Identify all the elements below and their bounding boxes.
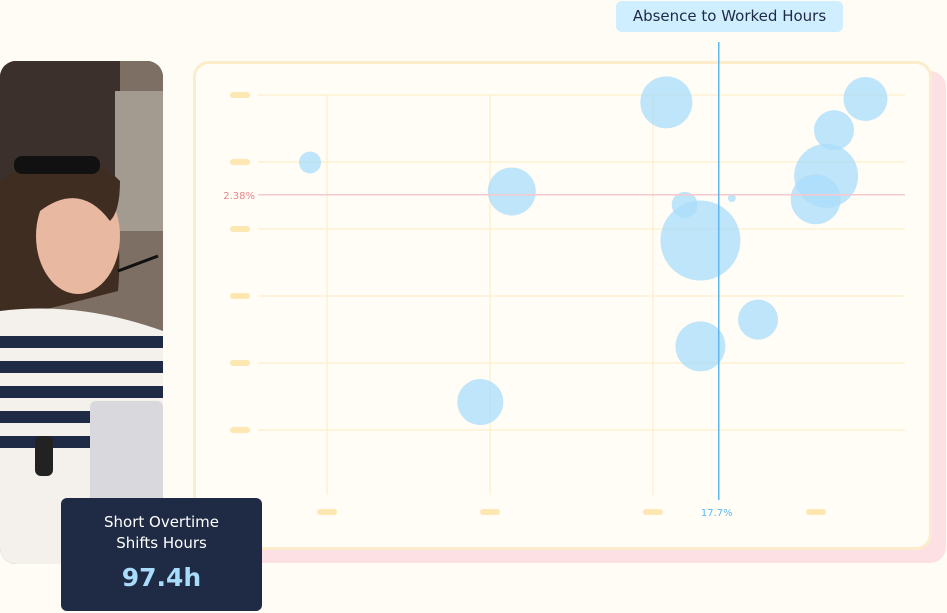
y-tick-mark bbox=[230, 293, 250, 299]
bubble-point bbox=[727, 194, 736, 203]
bubble-point bbox=[794, 143, 859, 208]
chart-bubbles bbox=[299, 76, 888, 426]
bubble-point bbox=[675, 321, 726, 372]
stat-label-line2: Shifts Hours bbox=[116, 534, 207, 552]
stat-value: 97.4h bbox=[121, 563, 202, 592]
x-tick-mark bbox=[806, 509, 826, 515]
person-illustration bbox=[0, 61, 163, 564]
stat-card-short-overtime: Short Overtime Shifts Hours 97.4h bbox=[61, 498, 262, 611]
y-tick-mark bbox=[230, 159, 250, 165]
stat-label-line1: Short Overtime bbox=[104, 513, 219, 531]
person-photo bbox=[0, 61, 163, 564]
chart-card bbox=[193, 61, 932, 550]
tooltip-absence-to-worked-hours: Absence to Worked Hours bbox=[616, 1, 843, 32]
x-highlight-label: 17.7% bbox=[701, 508, 733, 519]
bubble-point bbox=[814, 110, 855, 151]
x-tick-mark bbox=[480, 509, 500, 515]
chart-grid bbox=[258, 94, 905, 495]
bubble-point bbox=[457, 379, 504, 426]
y-tick-mark bbox=[230, 427, 250, 433]
x-tick-mark bbox=[317, 509, 337, 515]
bubble-point bbox=[738, 299, 779, 340]
chart-ticks bbox=[230, 92, 826, 515]
y-highlight-label: 2.38% bbox=[223, 191, 255, 202]
y-tick-mark bbox=[230, 360, 250, 366]
x-tick-mark bbox=[643, 509, 663, 515]
bubble-point bbox=[660, 200, 741, 281]
bubble-point bbox=[843, 76, 888, 121]
bubble-point bbox=[640, 76, 693, 129]
bubble-point bbox=[487, 167, 536, 216]
bubble-point bbox=[299, 151, 322, 174]
y-tick-mark bbox=[230, 92, 250, 98]
y-tick-mark bbox=[230, 226, 250, 232]
chart-highlight: 2.38% 17.7% bbox=[223, 42, 905, 519]
